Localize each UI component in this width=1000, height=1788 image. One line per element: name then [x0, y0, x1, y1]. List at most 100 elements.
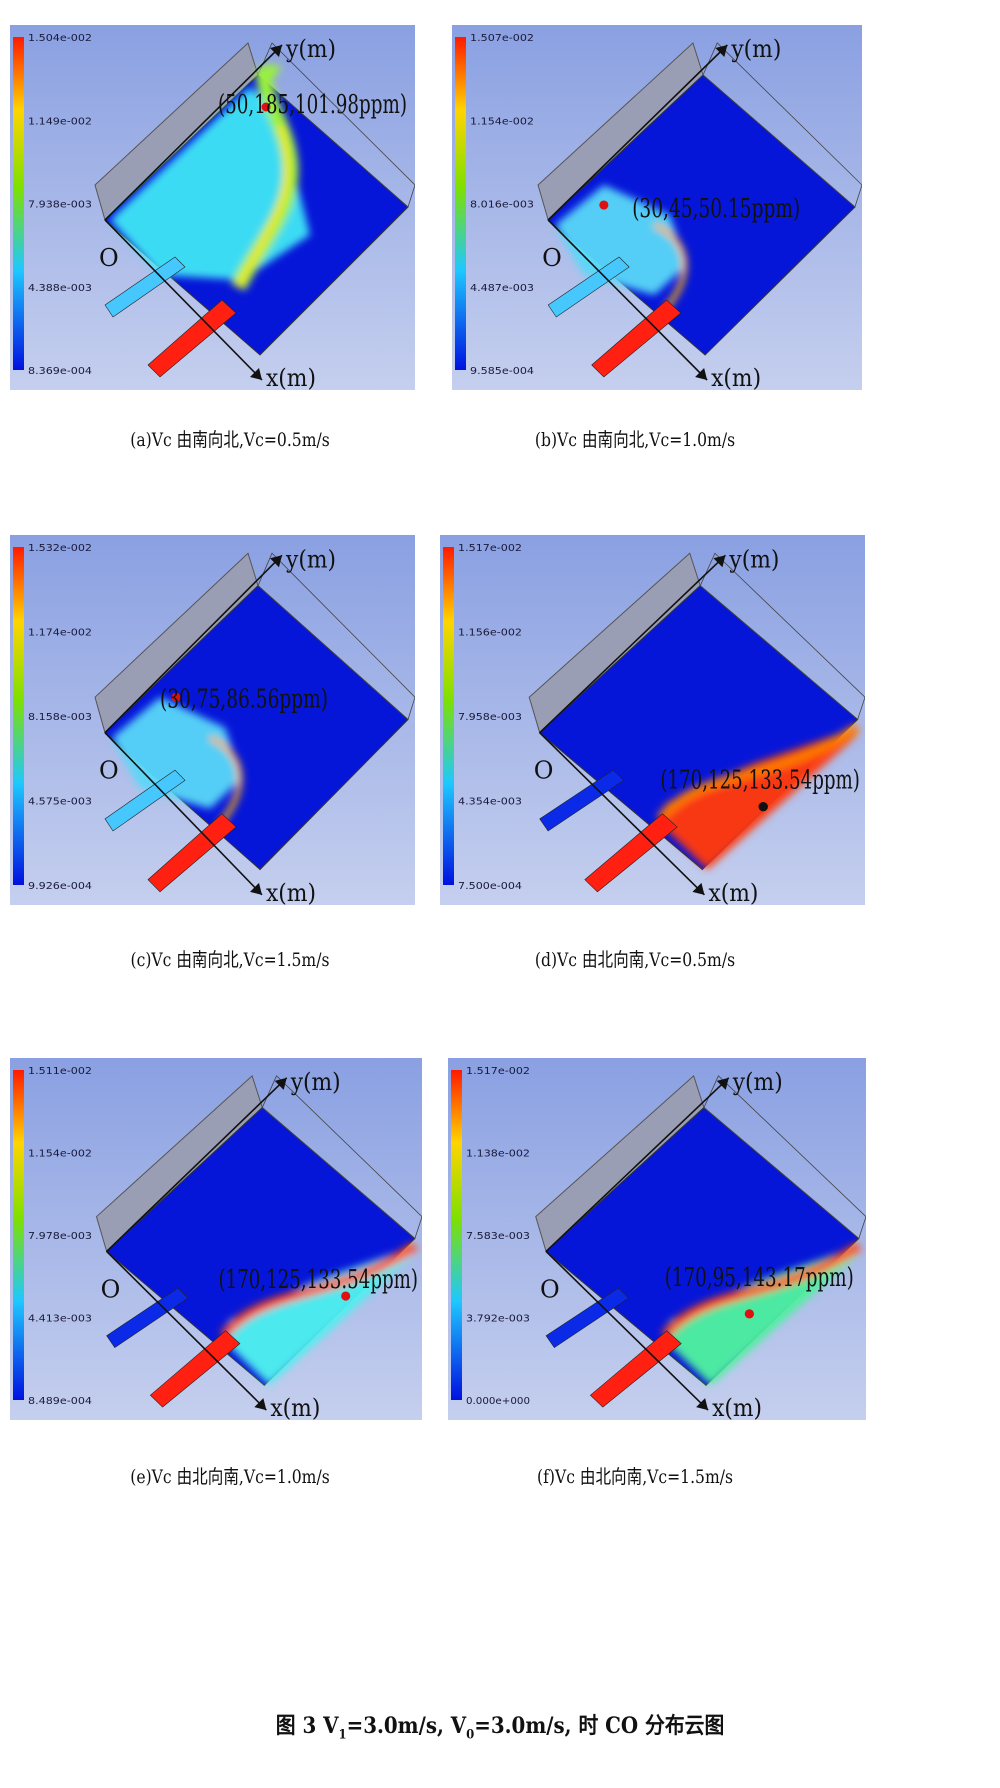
- y-axis-arrow: [716, 1077, 729, 1090]
- caption-a: (a)Vc 由南向北,Vc=0.5m/s: [130, 429, 330, 451]
- concentration-plume: [110, 63, 310, 291]
- colorbar-tick-label: 4.487e-003: [470, 283, 534, 294]
- x-axis: [104, 219, 263, 381]
- probe-point: [599, 200, 609, 210]
- probe-point: [261, 102, 271, 112]
- x-axis-label: x(m): [708, 879, 758, 905]
- contour-plot: 1.507e-002 1.154e-002 8.016e-003 4.487e-003…: [452, 25, 862, 390]
- y-axis-label: y(m): [732, 1068, 783, 1096]
- contour-plot: 1.517e-002 1.138e-002 7.583e-003 3.792e-003…: [448, 1058, 866, 1420]
- concentration-plume: [661, 1242, 862, 1386]
- inlet-duct: [584, 813, 678, 893]
- concentration-plume: [220, 1242, 418, 1386]
- colorbar-tick-label: 4.388e-003: [28, 283, 92, 294]
- y-axis: [106, 1077, 288, 1252]
- y-axis-arrow: [713, 555, 726, 568]
- tunnel-outline: [257, 42, 415, 208]
- y-axis: [545, 1077, 730, 1252]
- y-axis-label: y(m): [290, 1068, 341, 1096]
- colorbar: [13, 547, 24, 885]
- y-axis: [104, 554, 283, 734]
- y-axis: [547, 44, 728, 221]
- x-axis-arrow: [692, 882, 705, 895]
- colorbar-tick-label: 3.792e-003: [466, 1314, 530, 1325]
- x-axis: [539, 732, 706, 896]
- x-axis: [104, 732, 263, 896]
- panel-d: 1.517e-002 1.156e-002 7.958e-003 4.354e-003…: [440, 535, 865, 905]
- colorbar-tick-label: 8.489e-004: [28, 1396, 92, 1407]
- colorbar-tick-label: 7.500e-004: [458, 881, 522, 892]
- origin-label: O: [540, 1275, 560, 1303]
- probe-point: [341, 1291, 351, 1301]
- contour-plot: 1.511e-002 1.154e-002 7.978e-003 4.413e-003…: [10, 1058, 422, 1420]
- contour-plot: 1.532e-002 1.174e-002 8.158e-003 4.575e-003…: [10, 535, 415, 905]
- panel-c: 1.532e-002 1.174e-002 8.158e-003 4.575e-003…: [10, 535, 415, 905]
- x-axis-label: x(m): [711, 364, 761, 390]
- y-axis-arrow: [270, 555, 282, 568]
- y-axis-arrow: [270, 45, 282, 57]
- colorbar: [455, 37, 466, 370]
- colorbar-tick-label: 7.583e-003: [466, 1231, 530, 1242]
- colorbar-tick-label: 4.575e-003: [28, 797, 92, 808]
- inlet-duct: [591, 299, 682, 378]
- probe-point: [171, 692, 181, 702]
- colorbar-tick-label: 1.511e-002: [28, 1066, 92, 1077]
- colorbar-tick-label: 1.156e-002: [458, 628, 522, 639]
- y-axis-label: y(m): [729, 545, 780, 573]
- colorbar-tick-label: 1.154e-002: [28, 1149, 92, 1160]
- inlet-duct: [149, 1330, 241, 1408]
- tunnel-outline: [702, 42, 862, 208]
- concentration-plume: [112, 697, 243, 826]
- panel-b: 1.507e-002 1.154e-002 8.016e-003 4.487e-003…: [452, 25, 862, 390]
- y-axis-label: y(m): [730, 35, 781, 63]
- colorbar-tick-label: 1.532e-002: [28, 543, 92, 554]
- x-axis-arrow: [696, 1398, 709, 1411]
- x-axis: [545, 1250, 709, 1411]
- caption-e: (e)Vc 由北向南,Vc=1.0m/s: [130, 1466, 330, 1488]
- x-axis: [106, 1250, 267, 1411]
- y-axis: [539, 554, 726, 734]
- y-axis: [104, 44, 283, 221]
- probe-annotation: (30,75,86.56ppm): [160, 684, 328, 714]
- colorbar: [443, 547, 454, 885]
- tunnel-outline: [257, 552, 415, 721]
- y-axis-arrow: [715, 45, 728, 57]
- x-axis-arrow: [695, 368, 708, 380]
- tunnel-outline: [261, 1075, 422, 1240]
- colorbar-tick-label: 1.504e-002: [28, 33, 92, 44]
- origin-label: O: [542, 244, 562, 272]
- colorbar-tick-label: 4.354e-003: [458, 797, 522, 808]
- concentration-plume: [656, 723, 861, 870]
- x-axis-arrow: [250, 882, 262, 895]
- x-axis-label: x(m): [712, 1394, 762, 1420]
- tunnel-outline: [703, 1075, 866, 1240]
- colorbar-tick-label: 9.585e-004: [470, 366, 534, 377]
- y-axis-label: y(m): [285, 545, 336, 573]
- colorbar-tick-label: 9.926e-004: [28, 881, 92, 892]
- colorbar-tick-label: 4.413e-003: [28, 1314, 92, 1325]
- panel-f: 1.517e-002 1.138e-002 7.583e-003 3.792e-003…: [448, 1058, 866, 1420]
- origin-label: O: [534, 757, 554, 785]
- colorbar-tick-label: 0.000e+000: [466, 1396, 530, 1407]
- figure-title: 图 3 V1=3.0m/s, V0=3.0m/s, 时 CO 分布云图: [275, 1713, 725, 1743]
- side-duct: [104, 256, 186, 318]
- probe-annotation: (170,125,133.54ppm): [219, 1265, 418, 1295]
- colorbar-tick-label: 8.369e-004: [28, 366, 92, 377]
- colorbar-tick-label: 1.138e-002: [466, 1149, 530, 1160]
- caption-b: (b)Vc 由南向北,Vc=1.0m/s: [534, 429, 736, 451]
- colorbar: [13, 1070, 24, 1400]
- colorbar-tick-label: 1.149e-002: [28, 116, 92, 127]
- probe-annotation: (170,125,133.54ppm): [660, 765, 860, 795]
- colorbar-tick-label: 7.938e-003: [28, 200, 92, 211]
- side-duct: [104, 769, 186, 832]
- probe-point: [744, 1309, 755, 1319]
- colorbar-tick-label: 7.958e-003: [458, 712, 522, 723]
- probe-point: [758, 801, 768, 812]
- colorbar-tick-label: 1.507e-002: [470, 33, 534, 44]
- caption-f: (f)Vc 由北向南,Vc=1.5m/s: [537, 1466, 733, 1488]
- colorbar: [451, 1070, 462, 1400]
- panel-e: 1.511e-002 1.154e-002 7.978e-003 4.413e-003…: [10, 1058, 422, 1420]
- colorbar-tick-label: 1.154e-002: [470, 116, 534, 127]
- x-axis-label: x(m): [266, 879, 316, 905]
- colorbar-tick-label: 8.158e-003: [28, 712, 92, 723]
